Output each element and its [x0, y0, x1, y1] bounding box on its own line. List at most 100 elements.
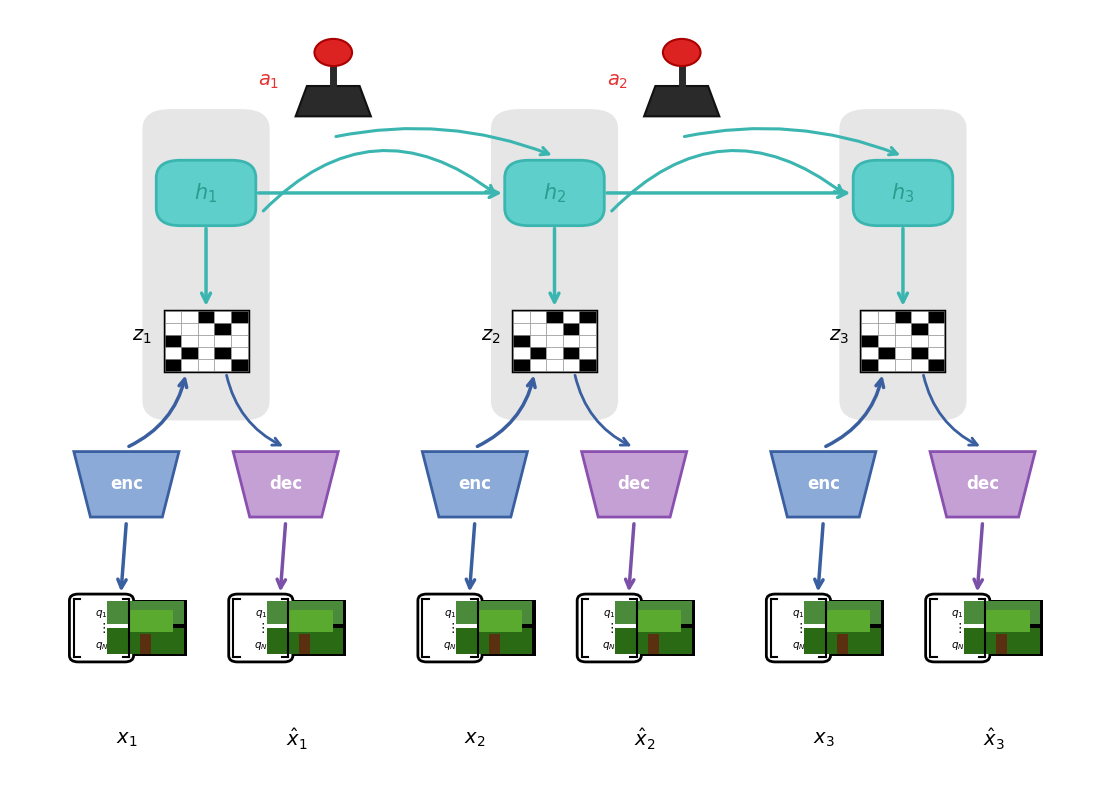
- Bar: [456, 601, 532, 624]
- Text: $h_1$: $h_1$: [194, 181, 217, 205]
- Bar: [862, 335, 878, 347]
- Bar: [267, 601, 343, 624]
- Text: $a_2$: $a_2$: [607, 72, 628, 91]
- FancyBboxPatch shape: [577, 594, 641, 662]
- Text: $\hat{x}_2$: $\hat{x}_2$: [634, 727, 655, 752]
- Bar: [197, 335, 214, 347]
- Bar: [299, 634, 311, 654]
- Polygon shape: [296, 86, 370, 116]
- FancyBboxPatch shape: [840, 109, 967, 421]
- Bar: [489, 634, 500, 654]
- Polygon shape: [581, 452, 686, 517]
- Bar: [579, 323, 596, 335]
- Bar: [104, 600, 187, 656]
- Polygon shape: [771, 452, 876, 517]
- Bar: [214, 311, 231, 323]
- Bar: [108, 601, 184, 624]
- Bar: [197, 347, 214, 359]
- Bar: [928, 347, 945, 359]
- Bar: [878, 335, 895, 347]
- Bar: [231, 335, 247, 347]
- Bar: [912, 347, 928, 359]
- Bar: [452, 600, 536, 656]
- Bar: [197, 323, 214, 335]
- Text: $\vdots$: $\vdots$: [604, 621, 613, 635]
- Polygon shape: [644, 86, 720, 116]
- Bar: [912, 335, 928, 347]
- Bar: [530, 335, 547, 347]
- FancyBboxPatch shape: [853, 160, 953, 226]
- Bar: [547, 323, 562, 335]
- Text: $h_3$: $h_3$: [892, 181, 915, 205]
- Text: $q_N$: $q_N$: [602, 639, 617, 651]
- Bar: [862, 347, 878, 359]
- Bar: [878, 347, 895, 359]
- Polygon shape: [233, 452, 338, 517]
- Bar: [928, 335, 945, 347]
- Bar: [562, 359, 579, 371]
- FancyBboxPatch shape: [142, 109, 269, 421]
- Bar: [862, 323, 878, 335]
- Bar: [164, 311, 247, 371]
- Bar: [478, 610, 521, 632]
- Text: $q_N$: $q_N$: [444, 639, 457, 651]
- Bar: [214, 323, 231, 335]
- Bar: [108, 629, 184, 654]
- FancyBboxPatch shape: [766, 594, 831, 662]
- Bar: [928, 311, 945, 323]
- Text: $q_1$: $q_1$: [792, 608, 805, 620]
- Bar: [648, 634, 659, 654]
- Bar: [164, 347, 181, 359]
- Bar: [878, 359, 895, 371]
- Text: $q_N$: $q_N$: [254, 639, 267, 651]
- Bar: [140, 634, 151, 654]
- Text: $\vdots$: $\vdots$: [98, 621, 106, 635]
- Bar: [231, 347, 247, 359]
- Bar: [615, 629, 692, 654]
- Bar: [964, 601, 1040, 624]
- Bar: [164, 311, 181, 323]
- Text: $q_1$: $q_1$: [603, 608, 615, 620]
- Bar: [862, 359, 878, 371]
- Text: $\vdots$: $\vdots$: [794, 621, 803, 635]
- Bar: [804, 629, 881, 654]
- Bar: [231, 323, 247, 335]
- Bar: [837, 634, 848, 654]
- Polygon shape: [74, 452, 179, 517]
- Bar: [878, 311, 895, 323]
- Bar: [612, 600, 695, 656]
- Bar: [804, 601, 881, 624]
- Bar: [164, 335, 181, 347]
- Bar: [928, 323, 945, 335]
- Text: $\vdots$: $\vdots$: [446, 621, 455, 635]
- Bar: [547, 335, 562, 347]
- Text: dec: dec: [269, 475, 303, 493]
- Circle shape: [315, 39, 352, 66]
- Bar: [912, 323, 928, 335]
- FancyBboxPatch shape: [156, 160, 256, 226]
- Text: $q_N$: $q_N$: [950, 639, 965, 651]
- Polygon shape: [930, 452, 1035, 517]
- Bar: [513, 311, 530, 323]
- Bar: [231, 359, 247, 371]
- FancyBboxPatch shape: [70, 594, 133, 662]
- Bar: [895, 323, 912, 335]
- Bar: [267, 601, 343, 624]
- Bar: [456, 629, 532, 654]
- Bar: [637, 610, 681, 632]
- Bar: [579, 359, 596, 371]
- Bar: [996, 634, 1007, 654]
- Text: enc: enc: [807, 475, 840, 493]
- Text: $x_3$: $x_3$: [813, 731, 834, 749]
- Bar: [108, 601, 184, 624]
- Bar: [562, 311, 579, 323]
- Bar: [513, 311, 596, 371]
- Bar: [579, 335, 596, 347]
- Text: $h_2$: $h_2$: [543, 181, 566, 205]
- Bar: [615, 601, 692, 624]
- Bar: [895, 335, 912, 347]
- Bar: [530, 323, 547, 335]
- Bar: [513, 347, 530, 359]
- Bar: [267, 629, 343, 654]
- Bar: [181, 359, 197, 371]
